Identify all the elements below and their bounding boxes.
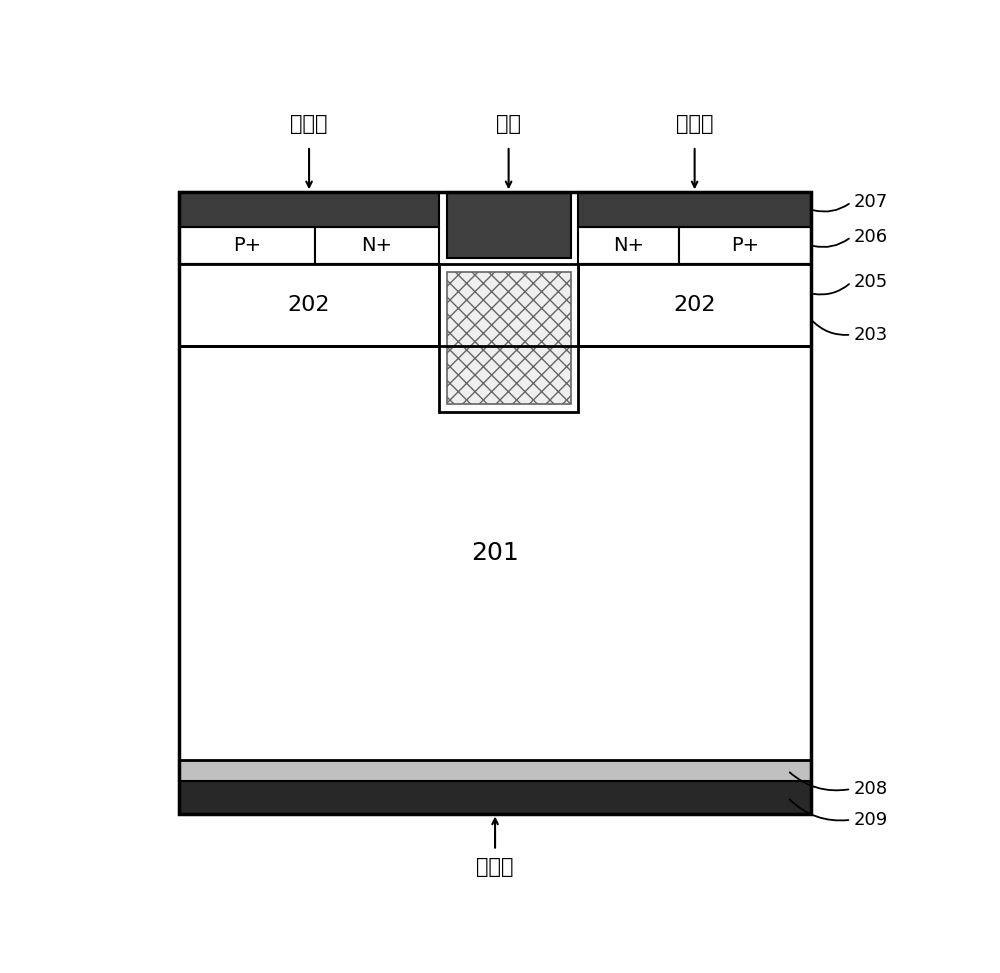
- Bar: [315, 227, 439, 264]
- Bar: [447, 271, 571, 404]
- Bar: [179, 264, 439, 346]
- Text: 栅极: 栅极: [496, 115, 521, 134]
- Text: 202: 202: [673, 295, 716, 315]
- Bar: [179, 781, 811, 813]
- Text: P+: P+: [731, 235, 759, 255]
- Text: 208: 208: [854, 780, 888, 798]
- Text: 205: 205: [854, 273, 888, 291]
- Text: 发射极: 发射极: [290, 115, 328, 134]
- Text: 207: 207: [854, 194, 888, 211]
- Text: 203: 203: [854, 326, 888, 343]
- Bar: [179, 346, 811, 760]
- Bar: [179, 193, 439, 227]
- Text: 集电极: 集电极: [476, 857, 514, 877]
- Text: N+: N+: [361, 235, 392, 255]
- Bar: [179, 227, 315, 264]
- Text: P+: P+: [233, 235, 261, 255]
- Bar: [578, 227, 679, 264]
- Text: 202: 202: [288, 295, 330, 315]
- Bar: [679, 227, 811, 264]
- Bar: [447, 193, 571, 258]
- Text: 209: 209: [854, 811, 888, 829]
- Text: 201: 201: [471, 541, 519, 565]
- Bar: [179, 760, 811, 781]
- Bar: [578, 193, 811, 227]
- Text: 206: 206: [854, 228, 888, 246]
- Bar: [179, 193, 811, 813]
- Bar: [578, 264, 811, 346]
- Text: 发射极: 发射极: [676, 115, 713, 134]
- Text: 204: 204: [484, 326, 533, 349]
- Bar: [439, 264, 578, 412]
- Text: N+: N+: [613, 235, 644, 255]
